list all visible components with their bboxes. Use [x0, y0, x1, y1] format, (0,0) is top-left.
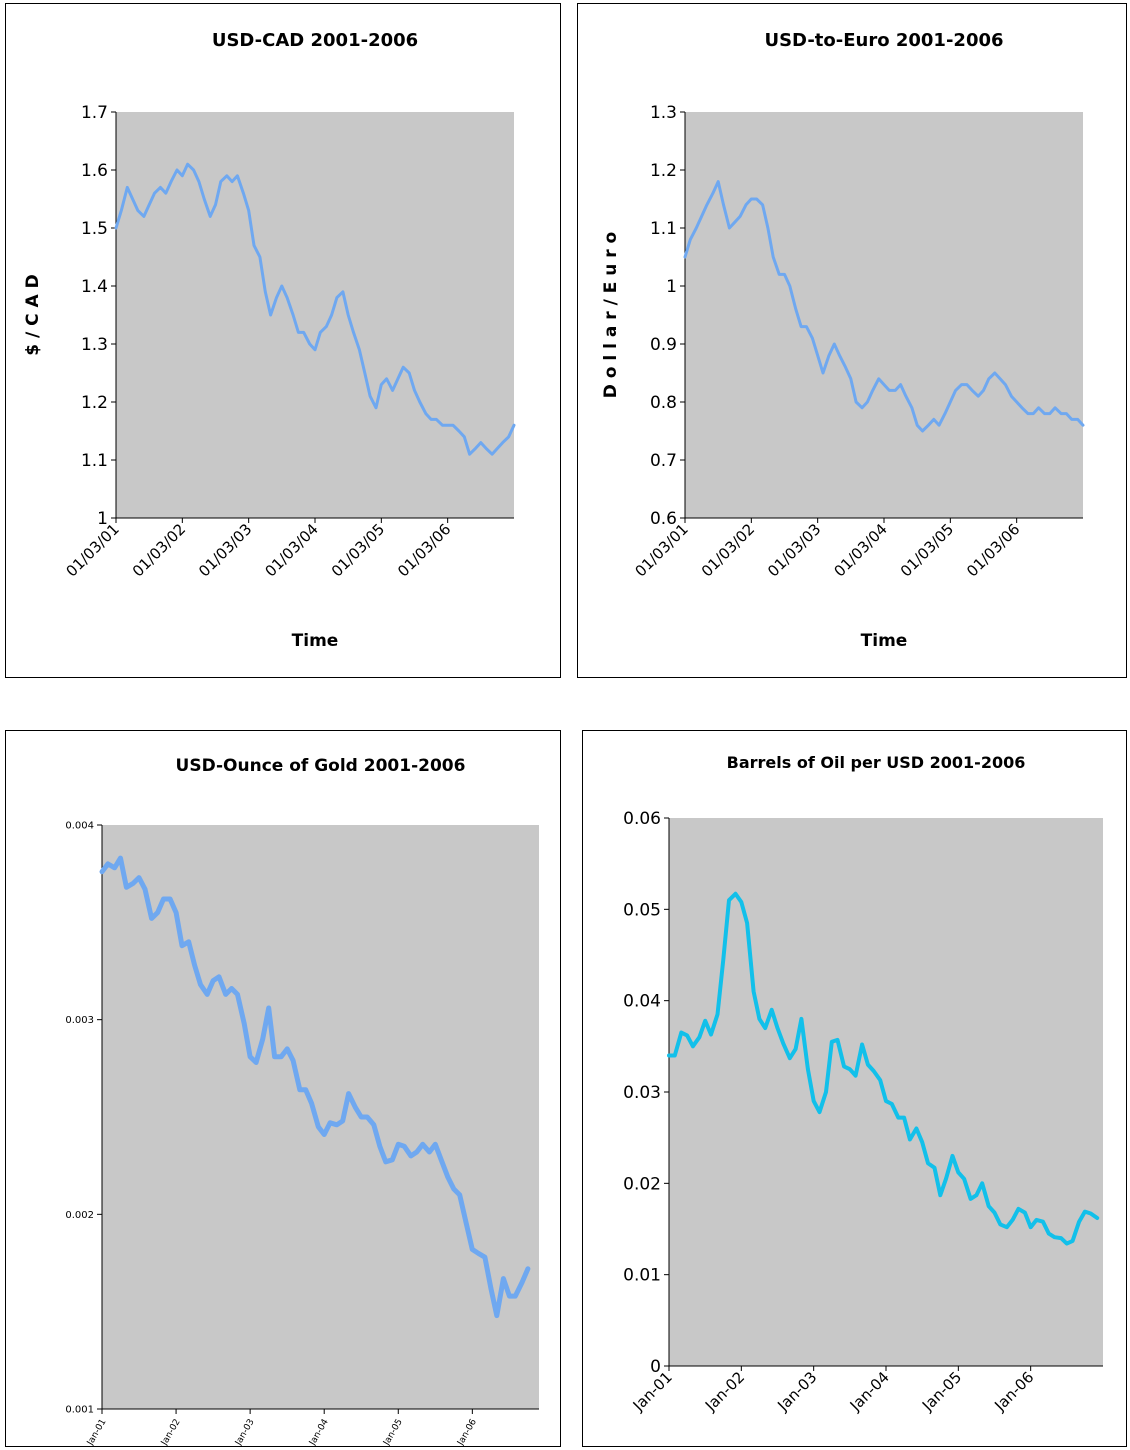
y-tick-label: 0.004: [65, 821, 94, 832]
x-tick-label: Jan-05: [381, 1418, 404, 1449]
y-tick-label: 1: [97, 509, 108, 529]
y-tick-label: 1.6: [81, 161, 108, 181]
y-tick-label: 1.7: [81, 103, 108, 123]
x-tick-label: 01/03/04: [261, 520, 321, 580]
chart-oil: Barrels of Oil per USD 2001-2006 0 0.01 0.0…: [623, 753, 1103, 1415]
plot-area: [116, 112, 514, 518]
chart-title: USD-to-Euro 2001-2006: [764, 30, 1003, 51]
plot-area: [102, 825, 539, 1409]
y-tick-label: 0.02: [623, 1174, 661, 1194]
x-tick-label: Jan-03: [233, 1418, 256, 1449]
series-line: [683, 180, 1085, 433]
x-tick-label: Jan-05: [918, 1368, 965, 1415]
plot-area: [669, 818, 1103, 1366]
y-tick-label: 1.3: [650, 103, 677, 123]
x-tick-label: Jan-04: [846, 1368, 893, 1415]
y-tick-label: 1.3: [81, 335, 108, 355]
y-tick-label: 0.04: [623, 992, 661, 1012]
y-tick-label: 1.1: [650, 219, 677, 239]
plot-area: [685, 112, 1083, 518]
y-tick-label: 1.4: [81, 277, 108, 297]
x-tick-label: Jan-03: [773, 1368, 820, 1415]
x-tick-label: 01/03/02: [129, 520, 189, 580]
series-line: [667, 891, 1100, 1246]
series-line: [114, 162, 516, 456]
y-tick-label: 1: [666, 277, 677, 297]
chart-usd-cad: USD-CAD 2001-2006 1 1.1 1.2 1.3 1.4 1.5 1.6 1.7 0…: [23, 30, 516, 651]
chart-panel-gold: USD-Ounce of Gold 2001-2006 0.001 0.002 0.0…: [5, 730, 561, 1449]
y-axis-title: D o l l a r / E u r o: [601, 232, 621, 398]
series-line: [99, 855, 531, 1319]
y-tick-label: 1.1: [81, 451, 108, 471]
x-tick-label: Jan-01: [85, 1418, 108, 1449]
y-tick-label: 0.05: [623, 900, 661, 920]
y-tick-label: 0.001: [65, 1405, 94, 1416]
y-tick-label: 0.002: [65, 1210, 94, 1221]
y-tick-label: 1.2: [650, 161, 677, 181]
x-tick-label: 01/03/02: [698, 520, 758, 580]
y-tick-label: 1.2: [81, 393, 108, 413]
chart-gold: USD-Ounce of Gold 2001-2006 0.001 0.002 0.0…: [65, 756, 539, 1449]
x-tick-label: 01/03/04: [830, 520, 890, 580]
x-axis-title: Time: [861, 631, 908, 651]
chart-panel-usd-cad: USD-CAD 2001-2006 1 1.1 1.2 1.3 1.4 1.5 1.6 1.7 0…: [5, 3, 561, 678]
y-tick-label: 0.6: [650, 509, 677, 529]
x-tick-label: Jan-06: [455, 1417, 479, 1448]
x-tick-label: 01/03/03: [195, 520, 255, 580]
y-tick-label: 1.5: [81, 219, 108, 239]
x-tick-label: 01/03/05: [328, 520, 388, 580]
x-tick-label: 01/03/06: [963, 520, 1023, 580]
chart-usd-euro: USD-to-Euro 2001-2006 0.6 0.7 0.8 0.9 1 1.1 1.2…: [601, 30, 1085, 651]
x-axis-title: Time: [292, 631, 339, 651]
x-tick-label: 01/03/06: [394, 520, 454, 580]
x-tick-label: 01/03/03: [764, 520, 824, 580]
y-tick-label: 0.03: [623, 1083, 661, 1103]
y-tick-label: 0.9: [650, 335, 677, 355]
x-tick-label: 01/03/01: [62, 520, 122, 580]
y-tick-label: 0.06: [623, 809, 661, 829]
x-tick-label: Jan-02: [701, 1368, 748, 1415]
y-axis-title: $ / C A D: [23, 274, 43, 355]
chart-panel-usd-euro: USD-to-Euro 2001-2006 0.6 0.7 0.8 0.9 1 1.1 1.2…: [577, 3, 1127, 678]
chart-title: USD-CAD 2001-2006: [212, 30, 418, 51]
x-tick-label: Jan-04: [307, 1417, 331, 1448]
chart-title: Barrels of Oil per USD 2001-2006: [727, 753, 1026, 772]
y-tick-label: 0.01: [623, 1266, 661, 1286]
x-tick-label: Jan-06: [990, 1368, 1037, 1415]
y-tick-label: 0.7: [650, 451, 677, 471]
chart-title: USD-Ounce of Gold 2001-2006: [176, 756, 466, 776]
y-tick-label: 0.8: [650, 393, 677, 413]
y-tick-label: 0.003: [65, 1015, 94, 1026]
x-tick-label: 01/03/05: [897, 520, 957, 580]
x-tick-label: 01/03/01: [631, 520, 691, 580]
chart-panel-oil: Barrels of Oil per USD 2001-2006 0 0.01 0.0…: [582, 730, 1127, 1447]
y-tick-label: 0: [650, 1357, 661, 1377]
x-tick-label: Jan-02: [159, 1418, 182, 1449]
